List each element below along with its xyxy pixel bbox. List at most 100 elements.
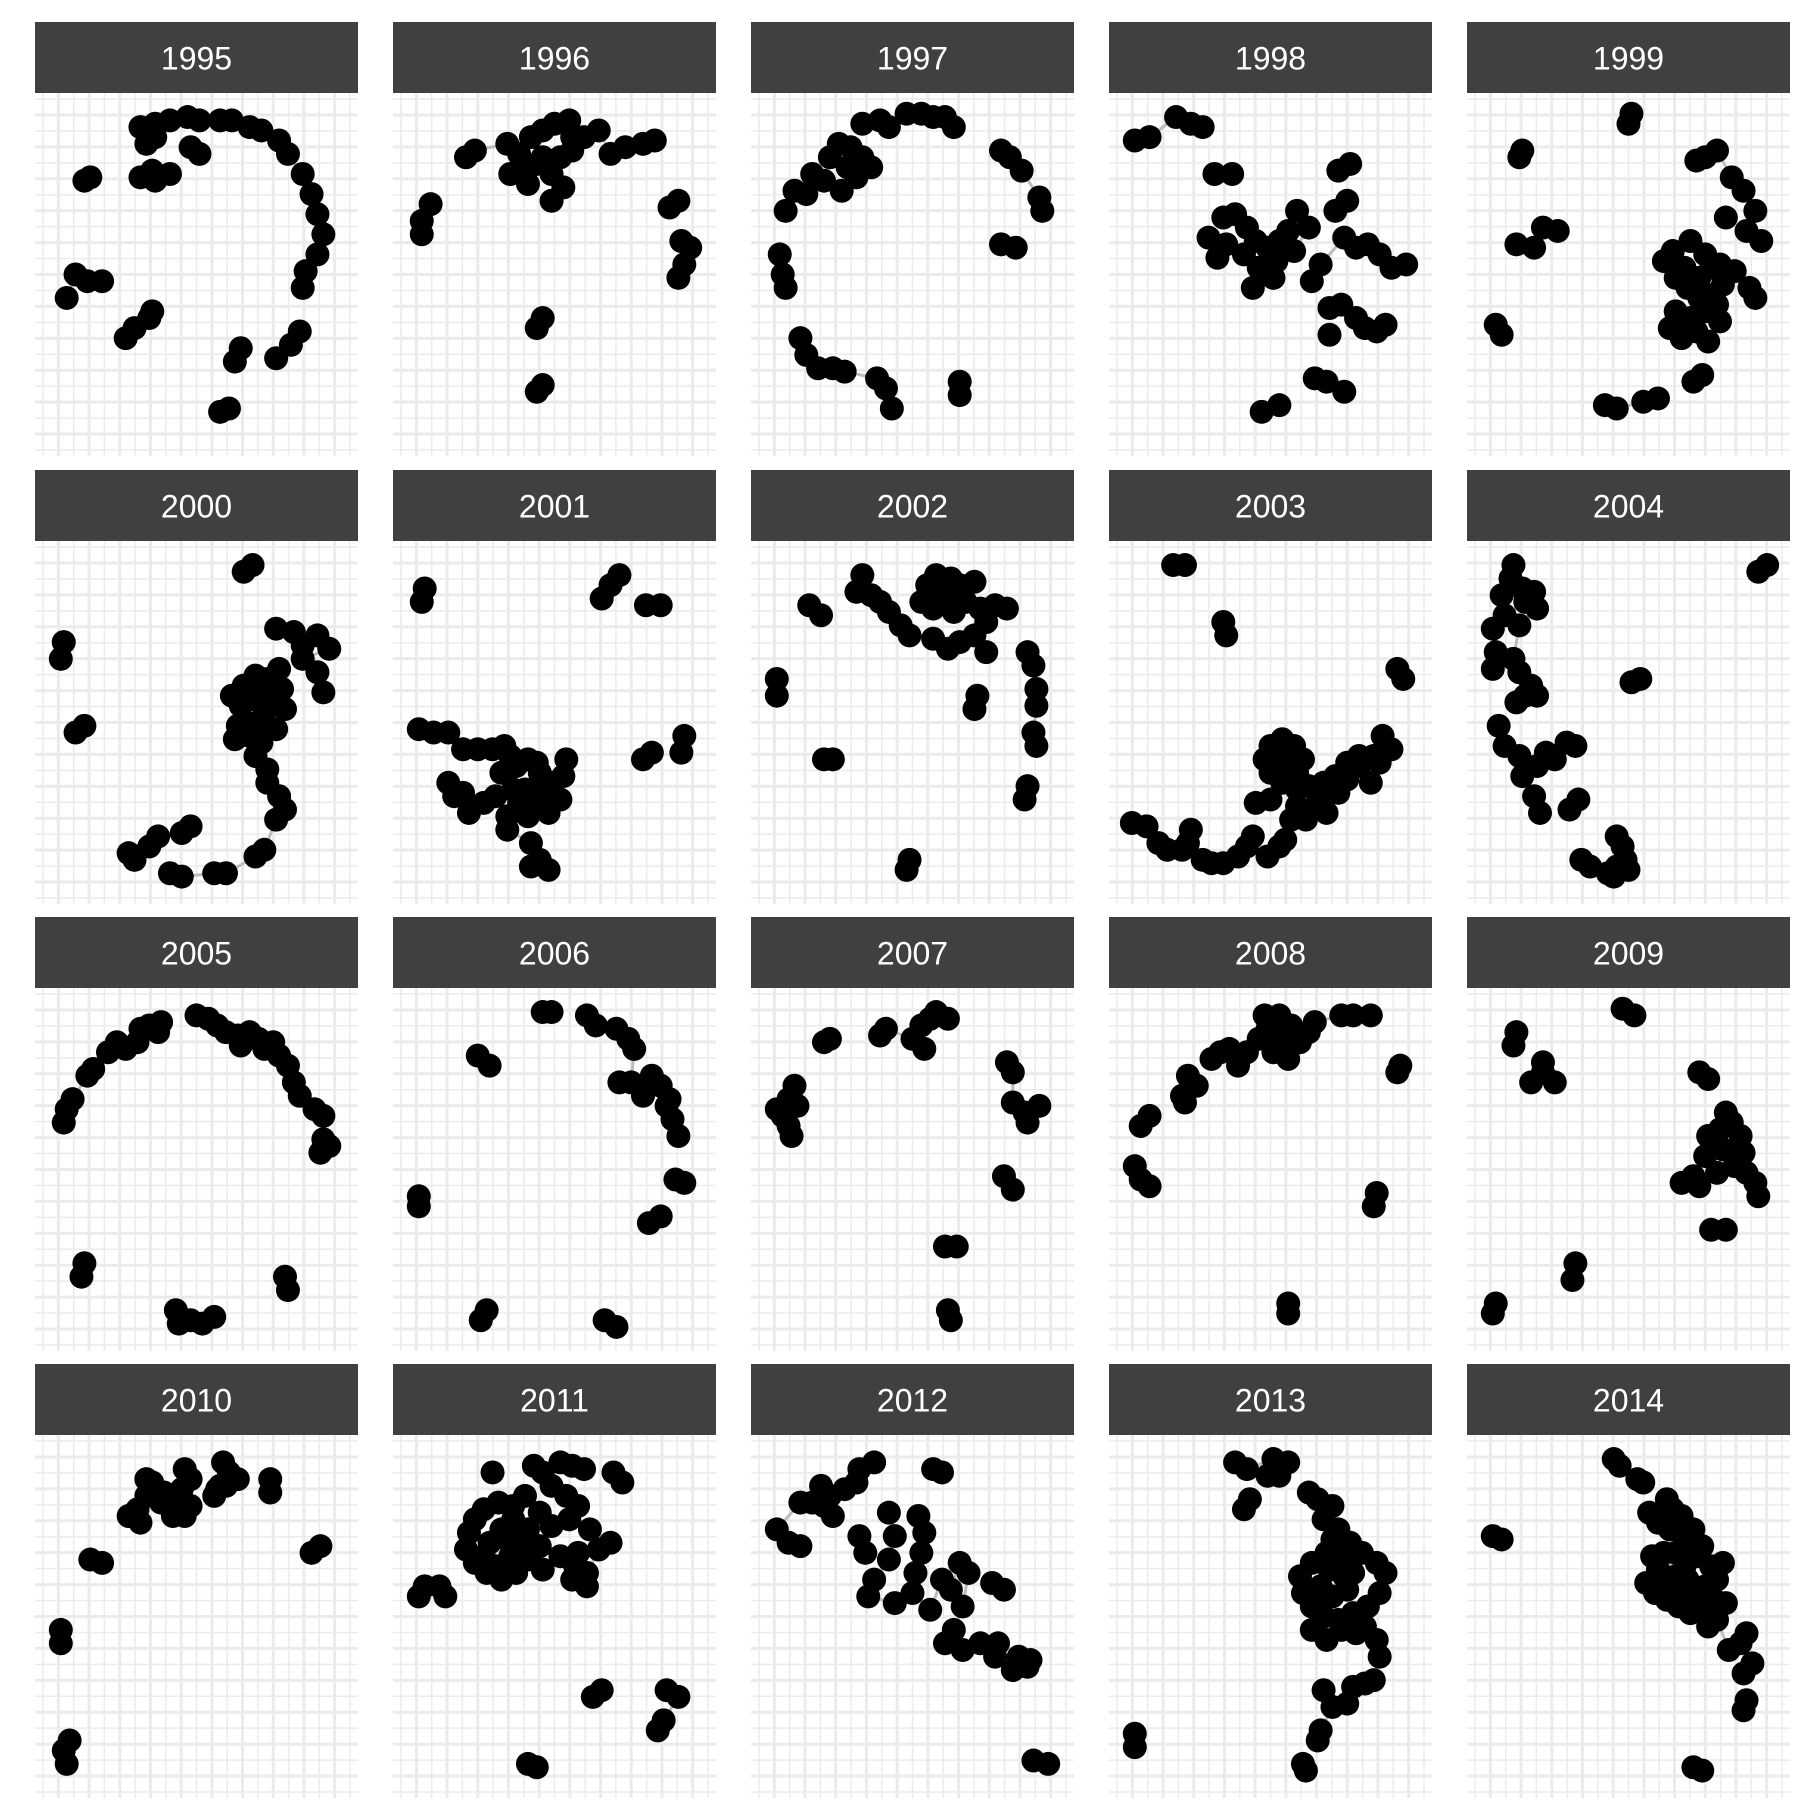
data-point xyxy=(1486,713,1511,738)
data-point xyxy=(264,616,289,641)
data-point xyxy=(146,824,171,849)
data-point xyxy=(1373,1560,1398,1585)
facet-strip xyxy=(1467,22,1790,93)
data-point xyxy=(1024,693,1049,718)
data-point xyxy=(299,182,324,207)
data-point xyxy=(1282,239,1307,264)
data-point xyxy=(501,777,526,802)
data-point xyxy=(1604,396,1629,421)
facet-strip-label: 1995 xyxy=(161,41,232,77)
data-point xyxy=(1205,245,1230,270)
data-point xyxy=(1513,589,1538,614)
data-point xyxy=(817,1026,842,1051)
data-point xyxy=(876,1547,901,1572)
data-point xyxy=(1358,770,1383,795)
data-point xyxy=(1302,1010,1327,1035)
facet-panel: 1995 xyxy=(35,22,358,456)
data-point xyxy=(622,1036,647,1061)
data-point xyxy=(536,857,561,882)
data-point xyxy=(583,1013,608,1038)
data-point xyxy=(1651,1540,1676,1565)
data-points xyxy=(409,108,703,404)
data-point xyxy=(882,1524,907,1549)
data-point xyxy=(1690,363,1715,387)
data-point xyxy=(54,285,79,310)
facet-strip-label: 2009 xyxy=(1593,936,1664,972)
data-point xyxy=(1707,309,1732,334)
data-point xyxy=(1601,864,1626,889)
facet-strip-label: 2010 xyxy=(161,1383,232,1419)
data-point xyxy=(1024,733,1049,758)
data-point xyxy=(1305,1728,1330,1753)
data-point xyxy=(1030,198,1055,223)
data-point xyxy=(554,747,579,772)
data-point xyxy=(187,141,212,166)
data-point xyxy=(311,222,336,247)
data-point xyxy=(90,1550,115,1575)
data-point xyxy=(1696,329,1721,354)
data-point xyxy=(950,1594,975,1619)
data-point xyxy=(1267,393,1292,418)
data-point xyxy=(81,1057,106,1081)
data-point xyxy=(54,1751,79,1776)
facet-strip-label: 2013 xyxy=(1235,1383,1306,1419)
data-point xyxy=(1175,831,1200,856)
data-point xyxy=(1604,824,1629,849)
panel-grid xyxy=(1109,541,1432,904)
data-point xyxy=(249,680,274,705)
facet-strip-label: 1999 xyxy=(1593,41,1664,77)
data-point xyxy=(764,683,789,708)
data-point xyxy=(1190,115,1215,140)
data-point xyxy=(208,399,233,424)
facet-strip-label: 2006 xyxy=(519,936,590,972)
facet-strip xyxy=(35,1364,358,1435)
facet-strip-label: 2000 xyxy=(161,489,232,525)
data-point xyxy=(1308,252,1333,277)
data-point xyxy=(829,178,854,203)
data-point xyxy=(1373,312,1398,337)
data-point xyxy=(962,697,987,722)
data-point xyxy=(1522,235,1547,260)
data-point xyxy=(1320,1694,1345,1719)
data-point xyxy=(1202,162,1227,186)
panel-grid xyxy=(1109,93,1432,456)
data-point xyxy=(1267,1463,1292,1488)
data-point xyxy=(202,1304,227,1329)
data-point xyxy=(666,265,691,290)
data-point xyxy=(128,1510,153,1535)
data-point xyxy=(243,744,268,768)
data-point xyxy=(1675,1567,1700,1592)
facet-panel: 2011 xyxy=(393,1364,716,1798)
data-point xyxy=(169,864,194,889)
data-points xyxy=(764,563,1049,882)
data-point xyxy=(1276,740,1301,765)
data-point xyxy=(1504,1020,1529,1045)
data-point xyxy=(1489,1527,1514,1552)
data-point xyxy=(60,1087,85,1112)
data-point xyxy=(1240,824,1265,849)
facet-strip-label: 2011 xyxy=(520,1383,589,1419)
facet-strip-label: 2004 xyxy=(1593,489,1664,525)
data-point xyxy=(962,569,987,594)
data-points xyxy=(48,553,342,889)
data-point xyxy=(1009,158,1034,183)
facet-strip xyxy=(393,22,716,93)
data-point xyxy=(1542,747,1567,772)
data-point xyxy=(495,1527,520,1552)
data-point xyxy=(1489,322,1514,347)
data-point xyxy=(305,202,330,227)
data-point xyxy=(433,1584,458,1609)
data-point xyxy=(918,1597,943,1622)
data-points xyxy=(1480,553,1780,889)
data-point xyxy=(1690,1758,1715,1783)
data-point xyxy=(994,596,1019,621)
facet-strip xyxy=(393,1364,716,1435)
facet-strip-label: 2001 xyxy=(519,489,590,525)
data-point xyxy=(1504,690,1529,715)
data-point xyxy=(1296,215,1321,240)
data-point xyxy=(666,188,691,213)
data-point xyxy=(1391,666,1416,691)
facet-panel: 2013 xyxy=(1109,1364,1432,1798)
facet-strip-label: 2012 xyxy=(877,1383,948,1419)
data-points xyxy=(406,563,697,882)
